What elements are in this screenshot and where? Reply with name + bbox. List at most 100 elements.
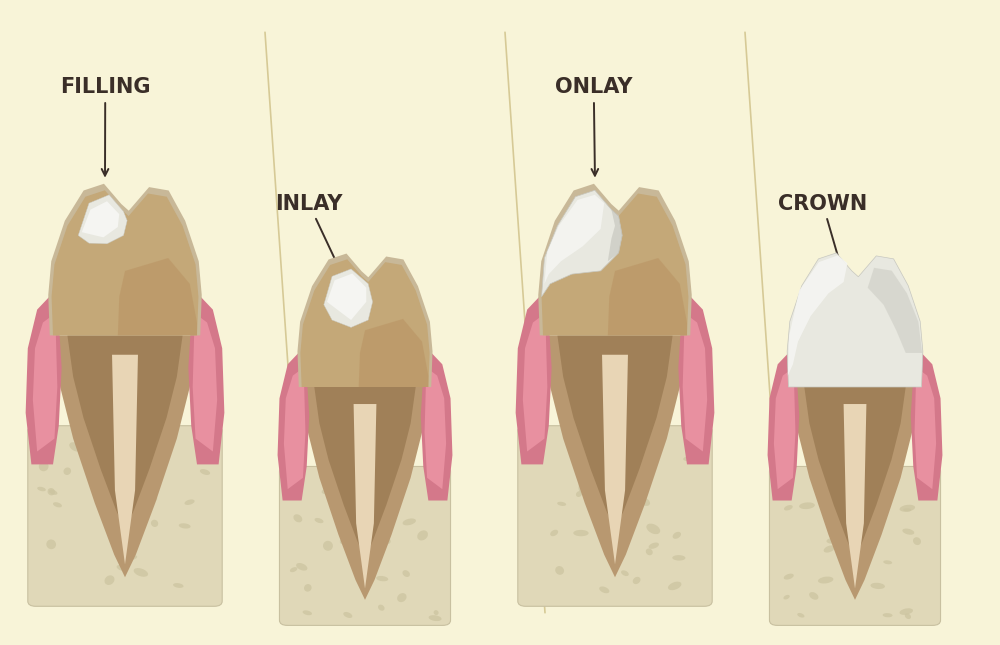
Ellipse shape <box>417 530 428 541</box>
Ellipse shape <box>595 480 606 491</box>
Polygon shape <box>683 316 707 452</box>
Ellipse shape <box>809 592 818 600</box>
Polygon shape <box>53 335 197 577</box>
Ellipse shape <box>550 530 558 536</box>
Polygon shape <box>544 195 604 284</box>
Ellipse shape <box>607 531 616 537</box>
Ellipse shape <box>37 487 46 491</box>
Ellipse shape <box>128 471 143 479</box>
Ellipse shape <box>151 520 158 527</box>
Polygon shape <box>314 387 416 557</box>
Ellipse shape <box>633 453 644 462</box>
Polygon shape <box>792 387 918 600</box>
Polygon shape <box>278 353 309 501</box>
Ellipse shape <box>883 561 892 564</box>
Polygon shape <box>52 190 198 335</box>
Ellipse shape <box>322 488 336 494</box>
Polygon shape <box>78 195 127 244</box>
Ellipse shape <box>784 505 793 510</box>
Polygon shape <box>300 259 430 387</box>
Text: FILLING: FILLING <box>60 77 150 175</box>
Ellipse shape <box>303 610 312 615</box>
Ellipse shape <box>200 469 210 475</box>
Ellipse shape <box>596 444 608 456</box>
Ellipse shape <box>783 595 790 599</box>
Polygon shape <box>112 355 138 564</box>
Polygon shape <box>678 297 714 464</box>
Ellipse shape <box>296 563 307 571</box>
Polygon shape <box>608 258 687 335</box>
Text: INLAY: INLAY <box>275 194 343 276</box>
Ellipse shape <box>179 523 191 528</box>
Polygon shape <box>302 387 428 600</box>
Ellipse shape <box>902 528 914 535</box>
Ellipse shape <box>818 577 833 584</box>
Ellipse shape <box>863 504 874 513</box>
Ellipse shape <box>576 491 582 497</box>
Ellipse shape <box>432 476 442 485</box>
Ellipse shape <box>290 567 297 572</box>
Ellipse shape <box>573 530 589 536</box>
Polygon shape <box>516 297 552 464</box>
Polygon shape <box>118 258 197 335</box>
Ellipse shape <box>833 478 844 488</box>
Polygon shape <box>425 370 446 489</box>
Ellipse shape <box>633 577 640 584</box>
Ellipse shape <box>89 480 100 486</box>
Ellipse shape <box>628 505 638 512</box>
Polygon shape <box>911 353 942 501</box>
Ellipse shape <box>646 524 660 534</box>
Polygon shape <box>608 210 622 261</box>
Ellipse shape <box>323 484 329 490</box>
Ellipse shape <box>784 573 794 580</box>
Ellipse shape <box>185 499 195 505</box>
Ellipse shape <box>378 604 385 611</box>
Ellipse shape <box>646 548 653 555</box>
Ellipse shape <box>614 495 623 499</box>
Polygon shape <box>327 273 366 320</box>
Polygon shape <box>284 370 305 489</box>
Ellipse shape <box>124 504 131 508</box>
Ellipse shape <box>361 584 367 591</box>
Ellipse shape <box>117 565 126 571</box>
Ellipse shape <box>639 497 650 506</box>
Polygon shape <box>297 253 433 387</box>
Ellipse shape <box>826 537 841 544</box>
Ellipse shape <box>900 505 915 511</box>
Ellipse shape <box>672 555 685 561</box>
Ellipse shape <box>173 583 184 588</box>
Ellipse shape <box>397 593 407 602</box>
FancyBboxPatch shape <box>279 466 451 626</box>
Polygon shape <box>188 297 224 464</box>
Polygon shape <box>421 353 452 501</box>
Ellipse shape <box>649 542 659 549</box>
Ellipse shape <box>900 608 913 615</box>
Polygon shape <box>768 353 799 501</box>
Ellipse shape <box>598 513 608 521</box>
Ellipse shape <box>99 458 114 465</box>
Polygon shape <box>542 190 688 335</box>
Ellipse shape <box>129 555 137 560</box>
Polygon shape <box>48 184 202 335</box>
Polygon shape <box>359 319 428 387</box>
Polygon shape <box>787 253 923 387</box>
Ellipse shape <box>46 539 56 549</box>
Polygon shape <box>523 316 547 452</box>
Ellipse shape <box>201 448 209 455</box>
Text: CROWN: CROWN <box>778 194 867 276</box>
Ellipse shape <box>809 471 817 475</box>
Ellipse shape <box>69 442 81 451</box>
Text: ONLAY: ONLAY <box>555 77 633 175</box>
Polygon shape <box>324 269 373 328</box>
Ellipse shape <box>429 615 442 621</box>
FancyBboxPatch shape <box>28 426 222 606</box>
Ellipse shape <box>304 584 312 591</box>
Ellipse shape <box>913 537 921 545</box>
FancyBboxPatch shape <box>518 426 712 606</box>
Ellipse shape <box>403 519 416 525</box>
Polygon shape <box>868 268 922 353</box>
Ellipse shape <box>905 613 911 619</box>
Ellipse shape <box>434 610 439 615</box>
Ellipse shape <box>376 576 388 581</box>
Polygon shape <box>787 253 923 387</box>
